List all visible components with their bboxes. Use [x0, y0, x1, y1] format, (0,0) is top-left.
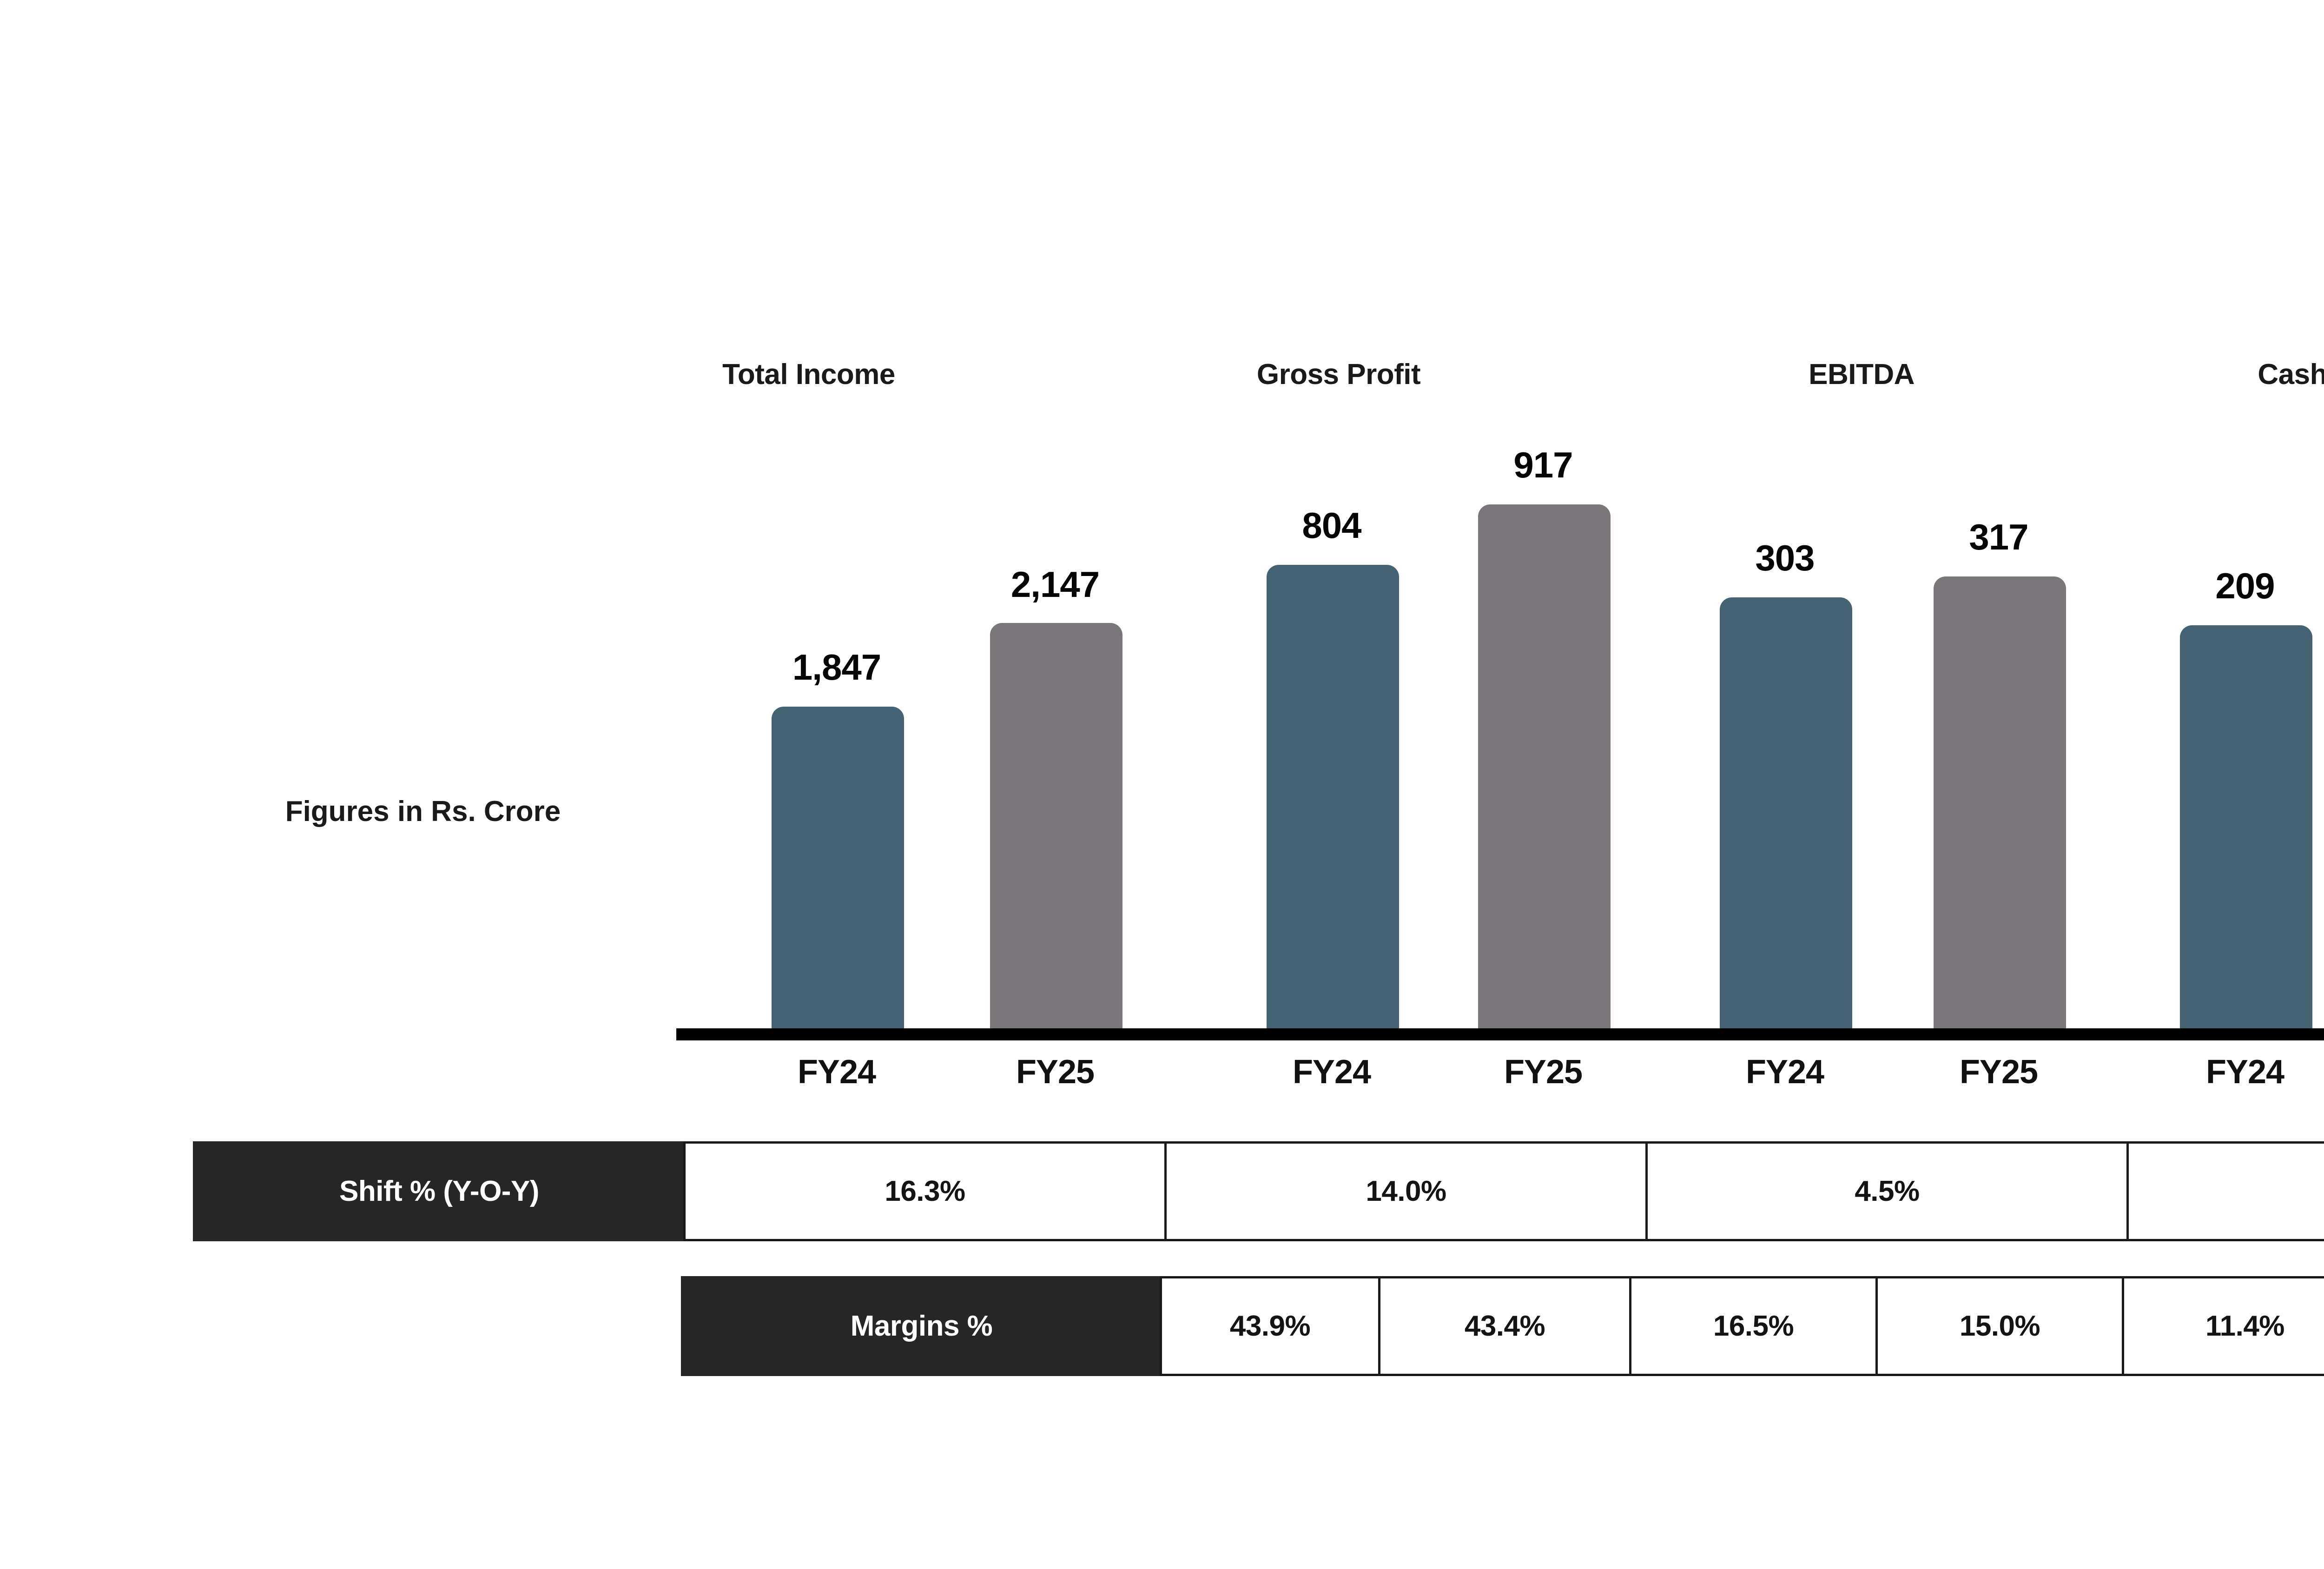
x-axis-baseline [676, 1028, 2324, 1040]
margins-percent-cell-ebitda-fy25[interactable]: 15.0% [1875, 1276, 2124, 1376]
bar-cash-profit-fy24[interactable] [2180, 625, 2312, 1028]
margins-percent-cell-gross-profit-fy25[interactable]: 43.4% [1378, 1276, 1631, 1376]
bar-xlabel-gross-profit-fy25: FY25 [1504, 1053, 1583, 1091]
bar-xlabel-cash-profit-fy24: FY24 [2205, 1053, 2284, 1091]
bar-value-ebitda-fy25: 317 [1969, 516, 2028, 557]
figures-unit-note: Figures in Rs. Crore [285, 795, 561, 828]
bar-value-total-income-fy24: 1,847 [792, 647, 881, 688]
bar-total-income-fy25[interactable] [990, 623, 1122, 1028]
margins-percent-cell-gross-profit-fy24[interactable]: 43.9% [1160, 1276, 1380, 1376]
group-header-total-income: Total Income [722, 358, 895, 391]
bar-value-cash-profit-fy24: 209 [2215, 565, 2275, 606]
bar-xlabel-gross-profit-fy24: FY24 [1292, 1053, 1371, 1091]
bar-value-ebitda-fy24: 303 [1755, 537, 1815, 578]
bar-value-gross-profit-fy24: 804 [1302, 505, 1361, 546]
shift-percent-cell-ebitda[interactable]: 4.5% [1645, 1141, 2129, 1241]
group-header-cash-profit: Cash Profit [2258, 358, 2324, 391]
bar-value-total-income-fy25: 2,147 [1010, 564, 1100, 605]
margins-percent-label: Margins % [681, 1276, 1162, 1376]
shift-percent-cell-gross-profit[interactable]: 14.0% [1164, 1141, 1648, 1241]
shift-percent-row: Shift % (Y-O-Y) 16.3% 14.0% 4.5% 7.5% [193, 1141, 2324, 1241]
bar-xlabel-total-income-fy25: FY25 [1016, 1053, 1095, 1091]
bar-xlabel-ebitda-fy24: FY24 [1745, 1053, 1824, 1091]
shift-percent-label: Shift % (Y-O-Y) [193, 1141, 686, 1241]
shift-percent-cell-cash-profit[interactable]: 7.5% [2126, 1141, 2324, 1241]
bar-ebitda-fy25[interactable] [1934, 576, 2066, 1028]
margins-percent-cell-ebitda-fy24[interactable]: 16.5% [1629, 1276, 1878, 1376]
bar-total-income-fy24[interactable] [772, 707, 904, 1028]
group-header-ebitda: EBITDA [1809, 358, 1915, 391]
bar-gross-profit-fy24[interactable] [1267, 565, 1399, 1028]
margins-percent-row: Margins % 43.9% 43.4% 16.5% 15.0% 11.4% … [681, 1276, 2324, 1376]
margins-percent-cell-cash-profit-fy24[interactable]: 11.4% [2122, 1276, 2324, 1376]
bar-xlabel-ebitda-fy25: FY25 [1959, 1053, 2038, 1091]
group-header-gross-profit: Gross Profit [1256, 358, 1421, 391]
bar-value-gross-profit-fy25: 917 [1513, 444, 1573, 485]
bar-xlabel-total-income-fy24: FY24 [797, 1053, 876, 1091]
bar-ebitda-fy24[interactable] [1720, 597, 1852, 1028]
bar-gross-profit-fy25[interactable] [1478, 504, 1611, 1028]
shift-percent-cell-total-income[interactable]: 16.3% [683, 1141, 1167, 1241]
